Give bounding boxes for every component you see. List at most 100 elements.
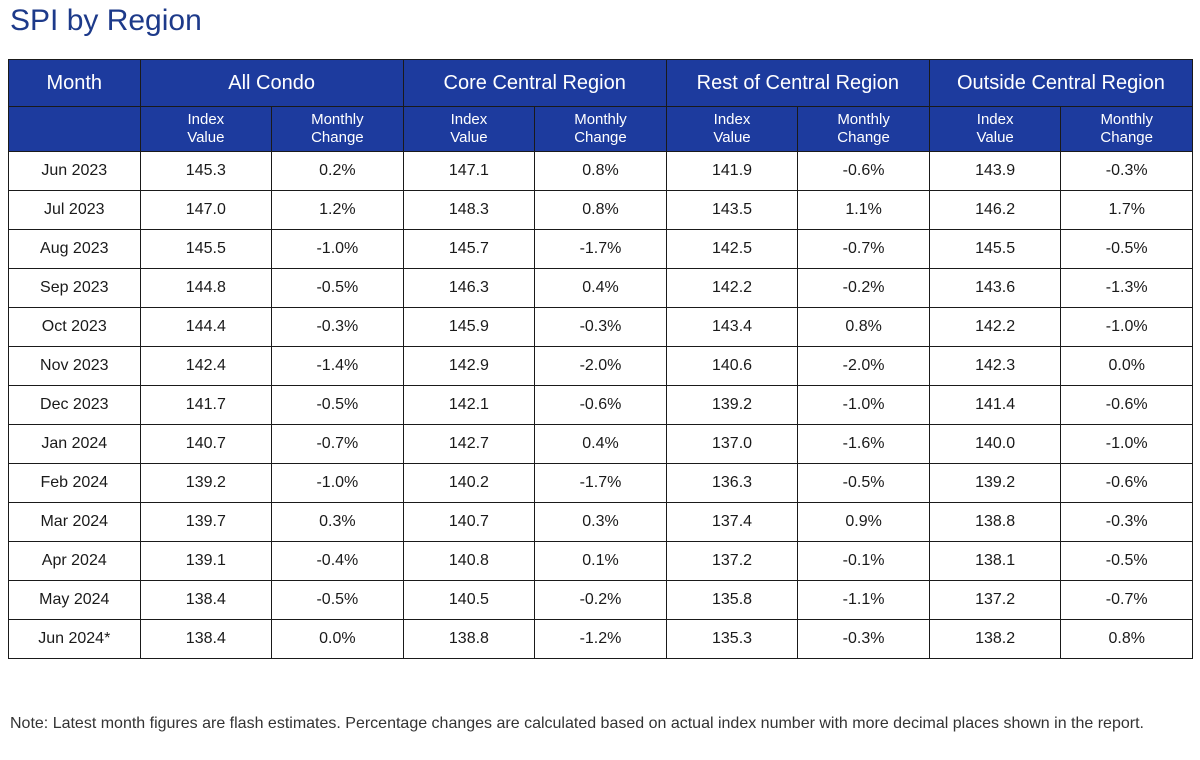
table-row: Oct 2023 144.4 -0.3% 145.9 -0.3% 143.4 0.8% 142… [8,307,1193,347]
month-cell: Nov 2023 [8,346,141,386]
all-condo-index-cell: 140.7 [139,424,273,464]
header-sub-row: Index Value Monthly Change Index Value Mont… [8,106,1193,152]
outside-central-index-cell: 143.6 [928,268,1062,308]
outside-central-change-cell: -0.3% [1060,502,1193,542]
group-header-outside-central: Outside Central Region [928,59,1194,107]
month-cell: Mar 2024 [8,502,141,542]
core-central-change-cell: -1.7% [534,463,667,503]
spi-region-table: Month All Condo Core Central Region Rest… [8,59,1194,659]
all-condo-change-cell: -0.5% [271,268,404,308]
outside-central-change-cell: -0.3% [1060,151,1193,191]
core-central-index-cell: 140.5 [402,580,536,620]
rest-central-index-cell: 142.5 [665,229,799,269]
rest-central-index-cell: 135.3 [665,619,799,659]
all-condo-change-cell: 0.2% [271,151,404,191]
outside-central-change-cell: -0.7% [1060,580,1193,620]
core-central-index-cell: 142.9 [402,346,536,386]
outside-central-change-cell: -1.3% [1060,268,1193,308]
core-central-change-cell: -1.7% [534,229,667,269]
all-condo-index-cell: 144.4 [139,307,273,347]
subheader-index-value: Index Value [928,106,1062,152]
core-central-index-cell: 142.7 [402,424,536,464]
subheader-monthly-change: Monthly Change [1060,106,1193,152]
core-central-index-cell: 147.1 [402,151,536,191]
subheader-change-line1: Monthly [837,111,890,128]
table-row: May 2024 138.4 -0.5% 140.5 -0.2% 135.8 -1.1% 13… [8,580,1193,620]
outside-central-change-cell: 0.8% [1060,619,1193,659]
subheader-monthly-change: Monthly Change [534,106,667,152]
outside-central-index-cell: 138.2 [928,619,1062,659]
outside-central-index-cell: 139.2 [928,463,1062,503]
rest-central-index-cell: 137.2 [665,541,799,581]
all-condo-index-cell: 141.7 [139,385,273,425]
subheader-index-line1: Index [187,111,225,128]
outside-central-index-cell: 137.2 [928,580,1062,620]
rest-central-index-cell: 142.2 [665,268,799,308]
subheader-index-line2: Value [713,129,751,146]
all-condo-change-cell: 0.0% [271,619,404,659]
rest-central-index-cell: 135.8 [665,580,799,620]
all-condo-change-cell: -0.4% [271,541,404,581]
rest-central-change-cell: -1.6% [797,424,930,464]
core-central-change-cell: 0.4% [534,424,667,464]
rest-central-change-cell: -0.6% [797,151,930,191]
rest-central-index-cell: 143.5 [665,190,799,230]
subheader-change-line2: Change [574,129,627,146]
all-condo-index-cell: 138.4 [139,580,273,620]
month-cell: Sep 2023 [8,268,141,308]
subheader-index-line2: Value [450,129,488,146]
table-row: Dec 2023 141.7 -0.5% 142.1 -0.6% 139.2 -1.0% 14… [8,385,1193,425]
month-cell: Oct 2023 [8,307,141,347]
month-cell: Jan 2024 [8,424,141,464]
month-cell: Feb 2024 [8,463,141,503]
core-central-change-cell: 0.8% [534,190,667,230]
subheader-change-line1: Monthly [311,111,364,128]
rest-central-change-cell: 0.9% [797,502,930,542]
core-central-change-cell: 0.4% [534,268,667,308]
core-central-index-cell: 146.3 [402,268,536,308]
month-cell: Aug 2023 [8,229,141,269]
rest-central-change-cell: -0.2% [797,268,930,308]
table-body: Jun 2023 145.3 0.2% 147.1 0.8% 141.9 -0.6% 143.… [8,151,1193,659]
all-condo-index-cell: 145.3 [139,151,273,191]
subheader-index-value: Index Value [665,106,799,152]
outside-central-change-cell: -1.0% [1060,307,1193,347]
table-row: Nov 2023 142.4 -1.4% 142.9 -2.0% 140.6 -2.0% 14… [8,346,1193,386]
rest-central-index-cell: 140.6 [665,346,799,386]
core-central-index-cell: 148.3 [402,190,536,230]
month-cell: Jul 2023 [8,190,141,230]
outside-central-index-cell: 143.9 [928,151,1062,191]
subheader-change-line2: Change [837,129,890,146]
footnote: Note: Latest month figures are flash est… [10,715,1144,732]
rest-central-index-cell: 136.3 [665,463,799,503]
outside-central-index-cell: 138.8 [928,502,1062,542]
all-condo-index-cell: 145.5 [139,229,273,269]
subheader-index-value: Index Value [402,106,536,152]
all-condo-change-cell: 0.3% [271,502,404,542]
subheader-index-line2: Value [187,129,225,146]
subheader-change-line2: Change [1100,129,1153,146]
rest-central-index-cell: 137.0 [665,424,799,464]
all-condo-change-cell: -0.7% [271,424,404,464]
table-row: Jun 2023 145.3 0.2% 147.1 0.8% 141.9 -0.6% 143.… [8,151,1193,191]
subheader-index-line1: Index [450,111,488,128]
all-condo-change-cell: -0.3% [271,307,404,347]
outside-central-change-cell: -0.5% [1060,229,1193,269]
rest-central-change-cell: -0.3% [797,619,930,659]
table-row: Aug 2023 145.5 -1.0% 145.7 -1.7% 142.5 -0.7% 14… [8,229,1193,269]
rest-central-change-cell: -0.1% [797,541,930,581]
all-condo-index-cell: 139.7 [139,502,273,542]
subheader-change-line1: Monthly [1100,111,1153,128]
rest-central-index-cell: 143.4 [665,307,799,347]
subheader-change-line1: Monthly [574,111,627,128]
core-central-index-cell: 145.7 [402,229,536,269]
subheader-index-line2: Value [976,129,1014,146]
all-condo-index-cell: 144.8 [139,268,273,308]
rest-central-index-cell: 141.9 [665,151,799,191]
group-header-core-central: Core Central Region [402,59,667,107]
page-title: SPI by Region [10,4,202,37]
table-row: Jun 2024* 138.4 0.0% 138.8 -1.2% 135.3 -0.3% 13… [8,619,1193,659]
rest-central-change-cell: 1.1% [797,190,930,230]
core-central-change-cell: -2.0% [534,346,667,386]
rest-central-change-cell: -2.0% [797,346,930,386]
